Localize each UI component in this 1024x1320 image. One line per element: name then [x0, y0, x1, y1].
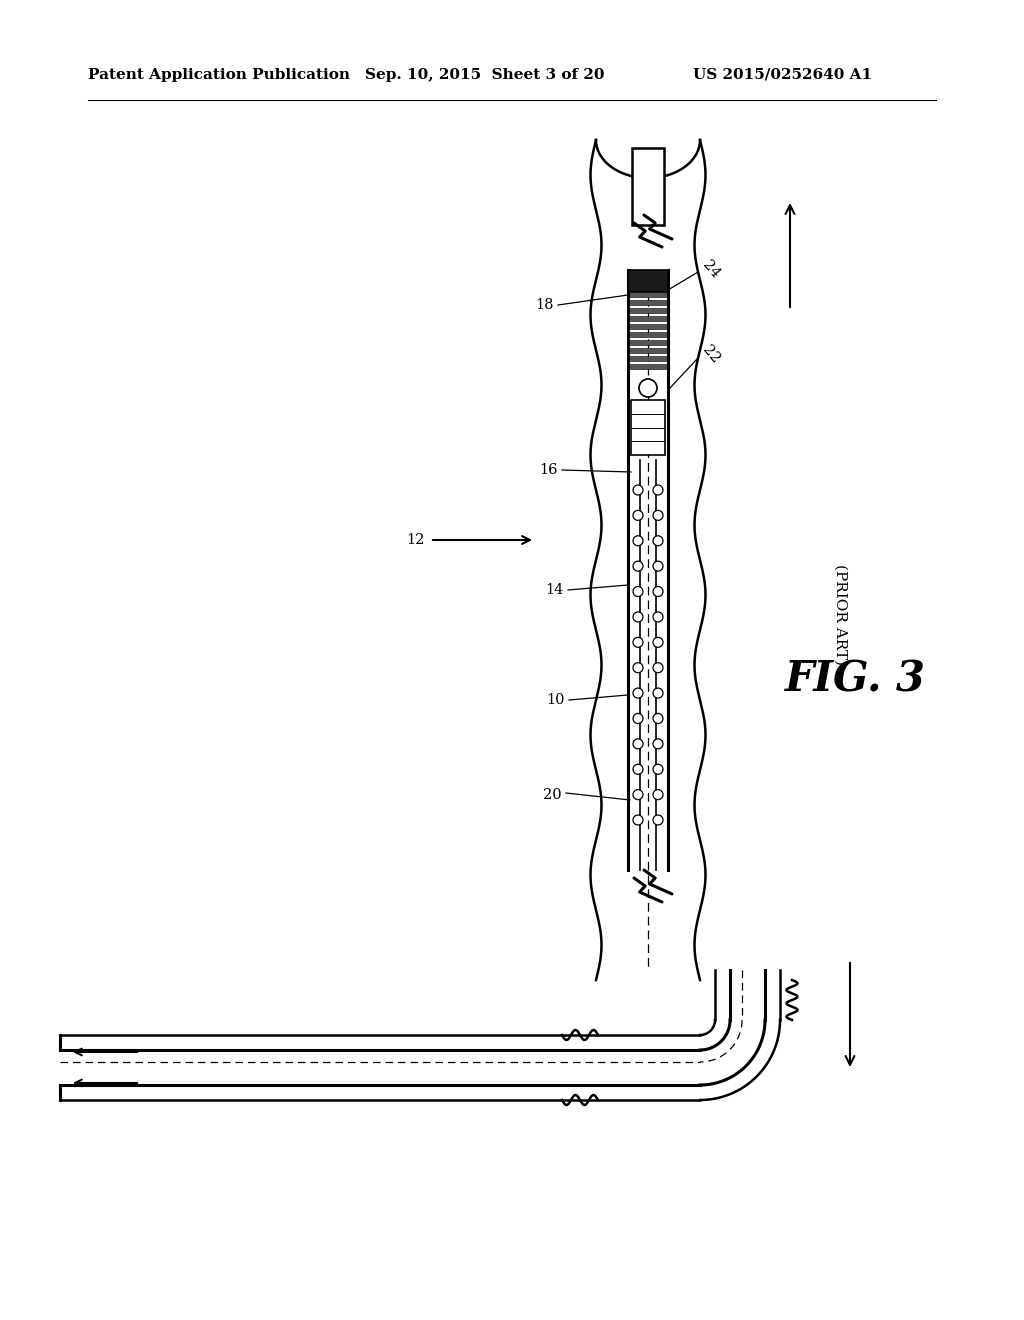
Circle shape — [633, 536, 643, 545]
Circle shape — [633, 511, 643, 520]
Bar — [630, 341, 666, 345]
Circle shape — [633, 663, 643, 673]
Circle shape — [653, 638, 663, 647]
Circle shape — [633, 638, 643, 647]
Circle shape — [633, 739, 643, 748]
Circle shape — [633, 814, 643, 825]
Circle shape — [633, 764, 643, 775]
Circle shape — [653, 586, 663, 597]
Circle shape — [653, 484, 663, 495]
Text: 10: 10 — [547, 693, 565, 708]
Text: FIG. 3: FIG. 3 — [784, 659, 926, 701]
Bar — [628, 271, 668, 292]
Circle shape — [653, 789, 663, 800]
Text: (PRIOR ART): (PRIOR ART) — [833, 565, 847, 665]
Circle shape — [653, 714, 663, 723]
Circle shape — [633, 714, 643, 723]
Circle shape — [653, 612, 663, 622]
Bar — [630, 333, 666, 337]
Text: 22: 22 — [700, 343, 723, 367]
Circle shape — [653, 511, 663, 520]
Text: 24: 24 — [700, 259, 723, 281]
Bar — [630, 348, 666, 352]
Text: 20: 20 — [544, 788, 562, 803]
Bar — [630, 315, 666, 321]
Circle shape — [653, 764, 663, 775]
Bar — [630, 308, 666, 313]
Circle shape — [633, 484, 643, 495]
Text: Patent Application Publication: Patent Application Publication — [88, 69, 350, 82]
Bar — [632, 148, 664, 224]
Circle shape — [653, 663, 663, 673]
Circle shape — [633, 789, 643, 800]
Circle shape — [633, 586, 643, 597]
Circle shape — [653, 536, 663, 545]
Circle shape — [653, 739, 663, 748]
Text: Sep. 10, 2015  Sheet 3 of 20: Sep. 10, 2015 Sheet 3 of 20 — [365, 69, 604, 82]
Circle shape — [653, 561, 663, 572]
Circle shape — [633, 612, 643, 622]
Text: 18: 18 — [536, 298, 554, 312]
Bar — [630, 300, 666, 305]
Text: 16: 16 — [540, 463, 558, 477]
Circle shape — [633, 688, 643, 698]
Bar — [630, 323, 666, 329]
Text: 12: 12 — [407, 533, 425, 546]
Text: US 2015/0252640 A1: US 2015/0252640 A1 — [693, 69, 872, 82]
Text: 14: 14 — [546, 583, 564, 597]
Bar — [630, 356, 666, 360]
Circle shape — [653, 688, 663, 698]
Bar — [631, 400, 665, 455]
Circle shape — [633, 561, 643, 572]
Bar — [630, 292, 666, 297]
Circle shape — [653, 814, 663, 825]
Bar — [630, 364, 666, 370]
Circle shape — [639, 379, 657, 397]
